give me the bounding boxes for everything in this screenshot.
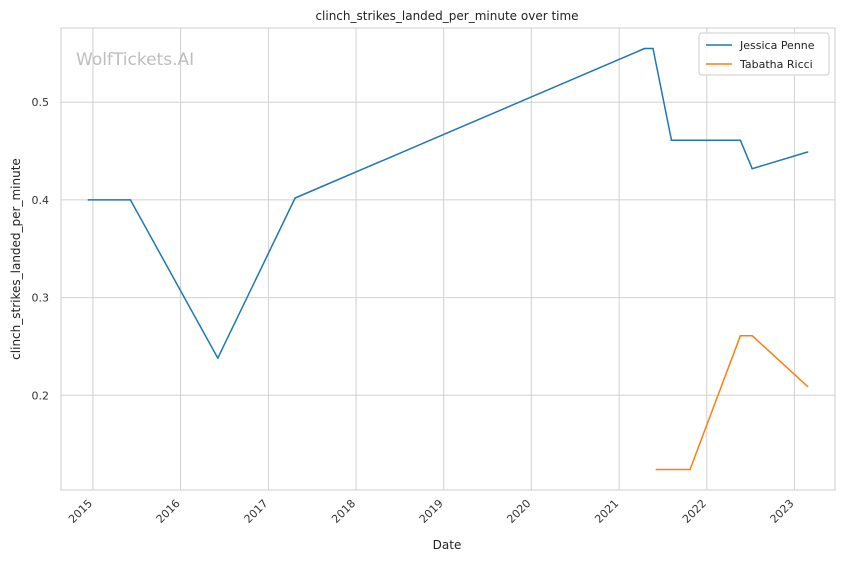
grid [61, 28, 835, 490]
data-point-tabatha-ricci [751, 334, 753, 337]
data-point-jessica-penne [751, 167, 753, 170]
data-point-tabatha-ricci [655, 468, 658, 471]
y-axis-title: clinch_strikes_landed_per_minute [9, 158, 23, 360]
x-axis-title: Date [433, 538, 462, 552]
y-tick-label: 0.3 [32, 292, 50, 305]
x-tick-label: 2020 [504, 497, 533, 526]
y-axis-ticks: 0.2 0.3 0.4 0.5 [32, 96, 50, 402]
data-point-jessica-penne [652, 47, 654, 50]
data-point-jessica-penne [87, 199, 90, 201]
data-point-jessica-penne [294, 197, 296, 199]
x-tick-label: 2021 [592, 497, 621, 526]
x-axis-ticks: 2015 2016 2017 2018 2019 2020 2021 2022 2023 [66, 497, 796, 526]
x-tick-label: 2017 [242, 497, 271, 526]
watermark-text: WolfTickets.AI [76, 50, 194, 70]
x-tick-label: 2022 [680, 497, 709, 526]
x-tick-label: 2019 [417, 497, 446, 526]
data-point-jessica-penne [643, 47, 646, 50]
data-point-tabatha-ricci [739, 334, 742, 337]
x-tick-label: 2016 [154, 497, 183, 526]
chart-title: clinch_strikes_landed_per_minute over ti… [315, 9, 578, 23]
x-tick-label: 2018 [329, 497, 358, 526]
series-line-jessica-penne [88, 47, 808, 359]
data-point-tabatha-ricci [806, 385, 809, 388]
data-point-jessica-penne [670, 139, 673, 142]
series-layer [87, 47, 809, 471]
x-tick-label: 2023 [768, 497, 797, 526]
data-point-jessica-penne [129, 199, 132, 201]
data-point-jessica-penne [217, 357, 219, 359]
data-point-tabatha-ricci [689, 468, 691, 471]
series-line-tabatha-ricci [656, 334, 809, 471]
legend: Jessica Penne Tabatha Ricci [698, 32, 830, 76]
data-point-jessica-penne [739, 139, 742, 142]
legend-label-tabatha-ricci: Tabatha Ricci [739, 58, 813, 71]
x-tick-label: 2015 [66, 497, 95, 526]
legend-label-jessica-penne: Jessica Penne [739, 39, 815, 52]
y-tick-label: 0.2 [32, 389, 50, 402]
data-point-jessica-penne [806, 151, 809, 153]
y-tick-label: 0.4 [32, 194, 50, 207]
y-tick-label: 0.5 [32, 96, 50, 109]
plot-area-frame [60, 27, 836, 491]
